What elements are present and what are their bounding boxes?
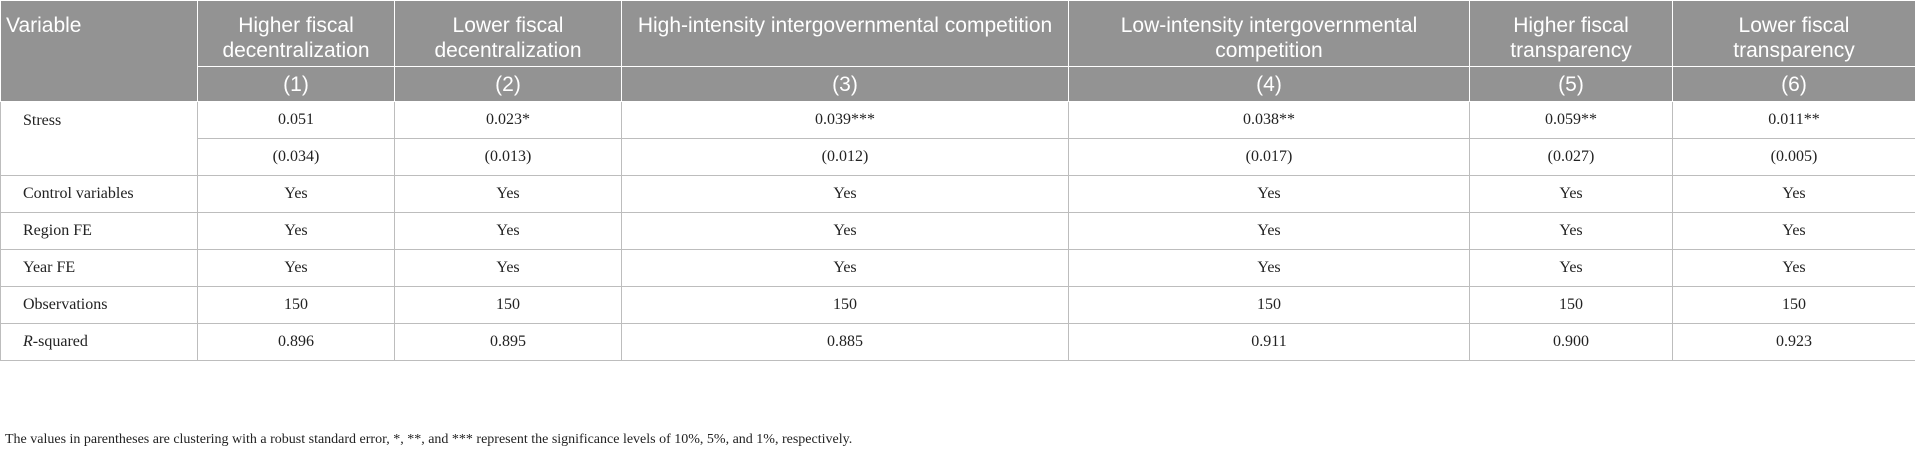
cell-stress-se-3: (0.012) bbox=[621, 138, 1069, 176]
table-row-year-fe: Year FE Yes Yes Yes Yes Yes Yes bbox=[0, 249, 1915, 287]
row-label-stress: Stress bbox=[0, 101, 198, 176]
header-col-5-number: (5) bbox=[1469, 66, 1673, 102]
cell-control-4: Yes bbox=[1068, 175, 1470, 213]
cell-control-1: Yes bbox=[197, 175, 395, 213]
header-col-4-number: (4) bbox=[1068, 66, 1470, 102]
regression-results-table: Variable Higher fiscal decentralization … bbox=[0, 0, 1915, 361]
header-row-numbers: (1) (2) (3) (4) (5) (6) bbox=[1, 66, 1915, 102]
cell-stress-se-4: (0.017) bbox=[1068, 138, 1470, 176]
cell-stress-coef-6: 0.011** bbox=[1672, 101, 1915, 139]
cell-region-fe-2: Yes bbox=[394, 212, 622, 250]
cell-r-squared-2: 0.895 bbox=[394, 323, 622, 361]
cell-stress-se-2: (0.013) bbox=[394, 138, 622, 176]
header-variable: Variable bbox=[0, 0, 198, 102]
cell-stress-se-1: (0.034) bbox=[197, 138, 395, 176]
cell-stress-coef-2: 0.023* bbox=[394, 101, 622, 139]
table-row-control: Control variables Yes Yes Yes Yes Yes Ye… bbox=[0, 175, 1915, 213]
cell-stress-se-5: (0.027) bbox=[1469, 138, 1673, 176]
cell-r-squared-6: 0.923 bbox=[1672, 323, 1915, 361]
header-col-1-title: Higher fiscal decentralization bbox=[197, 0, 395, 67]
cell-r-squared-3: 0.885 bbox=[621, 323, 1069, 361]
header-col-5-title: Higher fiscal transparency bbox=[1469, 0, 1673, 67]
header-col-1-number: (1) bbox=[197, 66, 395, 102]
table-footnote: The values in parentheses are clustering… bbox=[5, 432, 853, 447]
header-col-6-number: (6) bbox=[1672, 66, 1915, 102]
row-label-observations: Observations bbox=[0, 286, 198, 324]
cell-stress-coef-4: 0.038** bbox=[1068, 101, 1470, 139]
cell-year-fe-2: Yes bbox=[394, 249, 622, 287]
cell-observations-1: 150 bbox=[197, 286, 395, 324]
cell-year-fe-5: Yes bbox=[1469, 249, 1673, 287]
header-col-3-number: (3) bbox=[621, 66, 1069, 102]
cell-observations-5: 150 bbox=[1469, 286, 1673, 324]
header-col-4-title: Low-intensity intergovernmental competit… bbox=[1068, 0, 1470, 67]
cell-r-squared-4: 0.911 bbox=[1068, 323, 1470, 361]
cell-stress-coef-3: 0.039*** bbox=[621, 101, 1069, 139]
cell-observations-2: 150 bbox=[394, 286, 622, 324]
cell-year-fe-1: Yes bbox=[197, 249, 395, 287]
cell-year-fe-4: Yes bbox=[1068, 249, 1470, 287]
cell-stress-coef-1: 0.051 bbox=[197, 101, 395, 139]
row-label-r-squared: R-squared bbox=[0, 323, 198, 361]
r-squared-italic-r: R bbox=[23, 333, 33, 350]
row-label-region-fe: Region FE bbox=[0, 212, 198, 250]
cell-region-fe-1: Yes bbox=[197, 212, 395, 250]
cell-year-fe-3: Yes bbox=[621, 249, 1069, 287]
cell-region-fe-6: Yes bbox=[1672, 212, 1915, 250]
cell-control-2: Yes bbox=[394, 175, 622, 213]
table-row-stress-coef: Stress 0.051 0.023* 0.039*** 0.038** 0.0… bbox=[0, 101, 1915, 176]
cell-region-fe-4: Yes bbox=[1068, 212, 1470, 250]
header-col-3-title: High-intensity intergovernmental competi… bbox=[621, 0, 1069, 67]
row-label-year-fe: Year FE bbox=[0, 249, 198, 287]
results-table-container: Variable Higher fiscal decentralization … bbox=[0, 0, 1915, 361]
cell-stress-se-6: (0.005) bbox=[1672, 138, 1915, 176]
header-col-2-number: (2) bbox=[394, 66, 622, 102]
cell-r-squared-5: 0.900 bbox=[1469, 323, 1673, 361]
table-row-observations: Observations 150 150 150 150 150 150 bbox=[0, 286, 1915, 324]
cell-stress-coef-5: 0.059** bbox=[1469, 101, 1673, 139]
cell-r-squared-1: 0.896 bbox=[197, 323, 395, 361]
cell-control-3: Yes bbox=[621, 175, 1069, 213]
table-row-region-fe: Region FE Yes Yes Yes Yes Yes Yes bbox=[0, 212, 1915, 250]
cell-region-fe-3: Yes bbox=[621, 212, 1069, 250]
header-row-titles: Variable Higher fiscal decentralization … bbox=[0, 0, 1915, 102]
table-row-stress-se: (0.034) (0.013) (0.012) (0.017) (0.027) … bbox=[1, 138, 1915, 176]
cell-control-6: Yes bbox=[1672, 175, 1915, 213]
cell-control-5: Yes bbox=[1469, 175, 1673, 213]
header-col-2-title: Lower fiscal decentralization bbox=[394, 0, 622, 67]
cell-observations-4: 150 bbox=[1068, 286, 1470, 324]
r-squared-suffix: -squared bbox=[32, 333, 88, 350]
cell-region-fe-5: Yes bbox=[1469, 212, 1673, 250]
cell-observations-3: 150 bbox=[621, 286, 1069, 324]
header-col-6-title: Lower fiscal transparency bbox=[1672, 0, 1915, 67]
cell-observations-6: 150 bbox=[1672, 286, 1915, 324]
table-row-r-squared: R-squared 0.896 0.895 0.885 0.911 0.900 … bbox=[0, 323, 1915, 361]
row-label-control: Control variables bbox=[0, 175, 198, 213]
cell-year-fe-6: Yes bbox=[1672, 249, 1915, 287]
